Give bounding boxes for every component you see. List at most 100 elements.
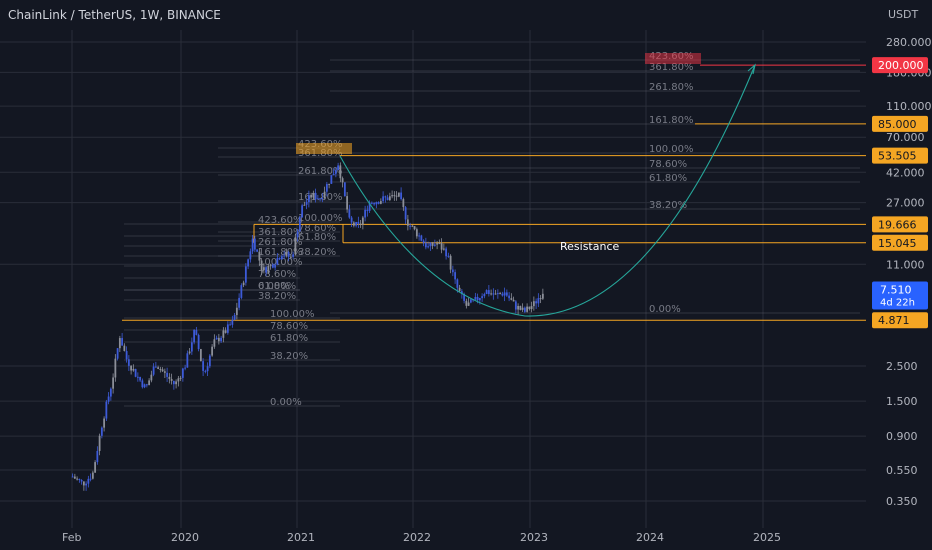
candle-body	[154, 366, 157, 368]
candle-body	[168, 376, 171, 379]
candle-body	[411, 225, 414, 227]
candle-body	[211, 346, 214, 356]
candle-body	[346, 196, 349, 210]
candle-body	[373, 203, 376, 205]
candle-body	[80, 480, 83, 482]
candle-body	[98, 435, 101, 451]
candle-body	[175, 381, 178, 385]
candle-body	[231, 319, 234, 325]
countdown-label: 4d 22h	[880, 297, 915, 308]
price-tag	[872, 234, 928, 251]
candle-body	[242, 282, 245, 286]
candle-body	[395, 195, 398, 197]
candle-body	[217, 337, 220, 342]
fib-small-level-label: 261.80%	[258, 237, 303, 248]
current-price-label: 7.510	[880, 283, 912, 296]
candle-body	[379, 201, 382, 204]
candle-body	[330, 175, 333, 184]
y-tick-label: 1.500	[886, 395, 918, 408]
candle-body	[397, 192, 400, 197]
candle-body	[359, 223, 362, 225]
projection-arrowhead	[747, 63, 756, 75]
fib-small-level-label: 361.80%	[258, 227, 303, 238]
candle-body	[244, 266, 247, 283]
candle-body	[143, 384, 146, 388]
candle-body	[478, 298, 481, 301]
candle-body	[467, 302, 470, 306]
candle-body	[202, 361, 205, 371]
candle-body	[343, 182, 346, 197]
candle-body	[535, 301, 538, 304]
candle-body	[258, 251, 261, 261]
candle-body	[532, 301, 535, 307]
candle-body	[150, 374, 153, 381]
candle-body	[442, 248, 445, 250]
y-tick-label: 11.000	[886, 258, 925, 271]
current-price-tag	[872, 281, 928, 310]
fib-mid-level-label: 61.80%	[298, 232, 336, 243]
candle-body	[238, 297, 241, 308]
x-tick-label: 2025	[753, 531, 781, 544]
price-axis-background	[866, 0, 932, 550]
candle-body	[193, 329, 196, 343]
candle-body	[188, 351, 191, 354]
candle-body	[406, 219, 409, 226]
fib-left-level-label: 100.00%	[270, 309, 315, 320]
candle-body	[136, 376, 139, 378]
candle-body	[447, 255, 450, 257]
price-tag	[872, 115, 928, 132]
candle-body	[415, 229, 418, 237]
candle-body	[364, 209, 367, 218]
candle-body	[499, 293, 502, 295]
candle-body	[449, 255, 452, 270]
candle-body	[469, 299, 472, 303]
candle-body	[328, 183, 331, 185]
candle-body	[78, 478, 81, 481]
candle-body	[112, 377, 115, 389]
chart-title: ChainLink / TetherUS, 1W, BINANCE	[8, 8, 221, 22]
candle-body	[460, 291, 463, 294]
candle-body	[481, 296, 484, 299]
x-tick-label: 2021	[287, 531, 315, 544]
fib-large-level-label: 38.20%	[649, 200, 687, 211]
candle-body	[283, 255, 286, 257]
fib-large-level-label: 61.80%	[649, 173, 687, 184]
x-tick-label: Feb	[62, 531, 81, 544]
candle-body	[393, 195, 396, 197]
candle-body	[103, 418, 106, 428]
candle-body	[368, 202, 371, 211]
candle-body	[292, 254, 295, 257]
candle-body	[429, 242, 432, 247]
candle-body	[222, 330, 225, 338]
fib-mid-level-label: 261.80%	[298, 166, 343, 177]
candle-body	[229, 324, 232, 326]
candle-body	[240, 285, 243, 298]
price-tag	[872, 216, 928, 233]
candle-body	[454, 272, 457, 280]
candle-body	[476, 296, 479, 301]
candle-body	[76, 478, 79, 480]
candle-body	[474, 296, 477, 300]
fib-mid-level-label: 78.60%	[298, 223, 336, 234]
candle-body	[384, 196, 387, 198]
fib-small-level-label: 61.80%	[258, 281, 296, 292]
price-tag-label: 4.871	[878, 314, 910, 327]
fib-left-level-label: 61.80%	[270, 333, 308, 344]
candle-body	[213, 339, 216, 347]
candle-body	[166, 372, 169, 377]
y-tick-label: 70.000	[886, 131, 925, 144]
candle-body	[132, 368, 135, 371]
fib-large-level-label: 261.80%	[649, 82, 694, 93]
candle-body	[436, 243, 439, 245]
candle-body	[312, 192, 315, 198]
fib-small-level-label: 78.60%	[258, 269, 296, 280]
candle-body	[323, 191, 326, 199]
candle-body	[269, 264, 272, 266]
x-tick-label: 2023	[520, 531, 548, 544]
candle-body	[148, 380, 151, 386]
candle-body	[141, 380, 144, 388]
candle-body	[206, 366, 209, 372]
candle-body	[294, 237, 297, 255]
